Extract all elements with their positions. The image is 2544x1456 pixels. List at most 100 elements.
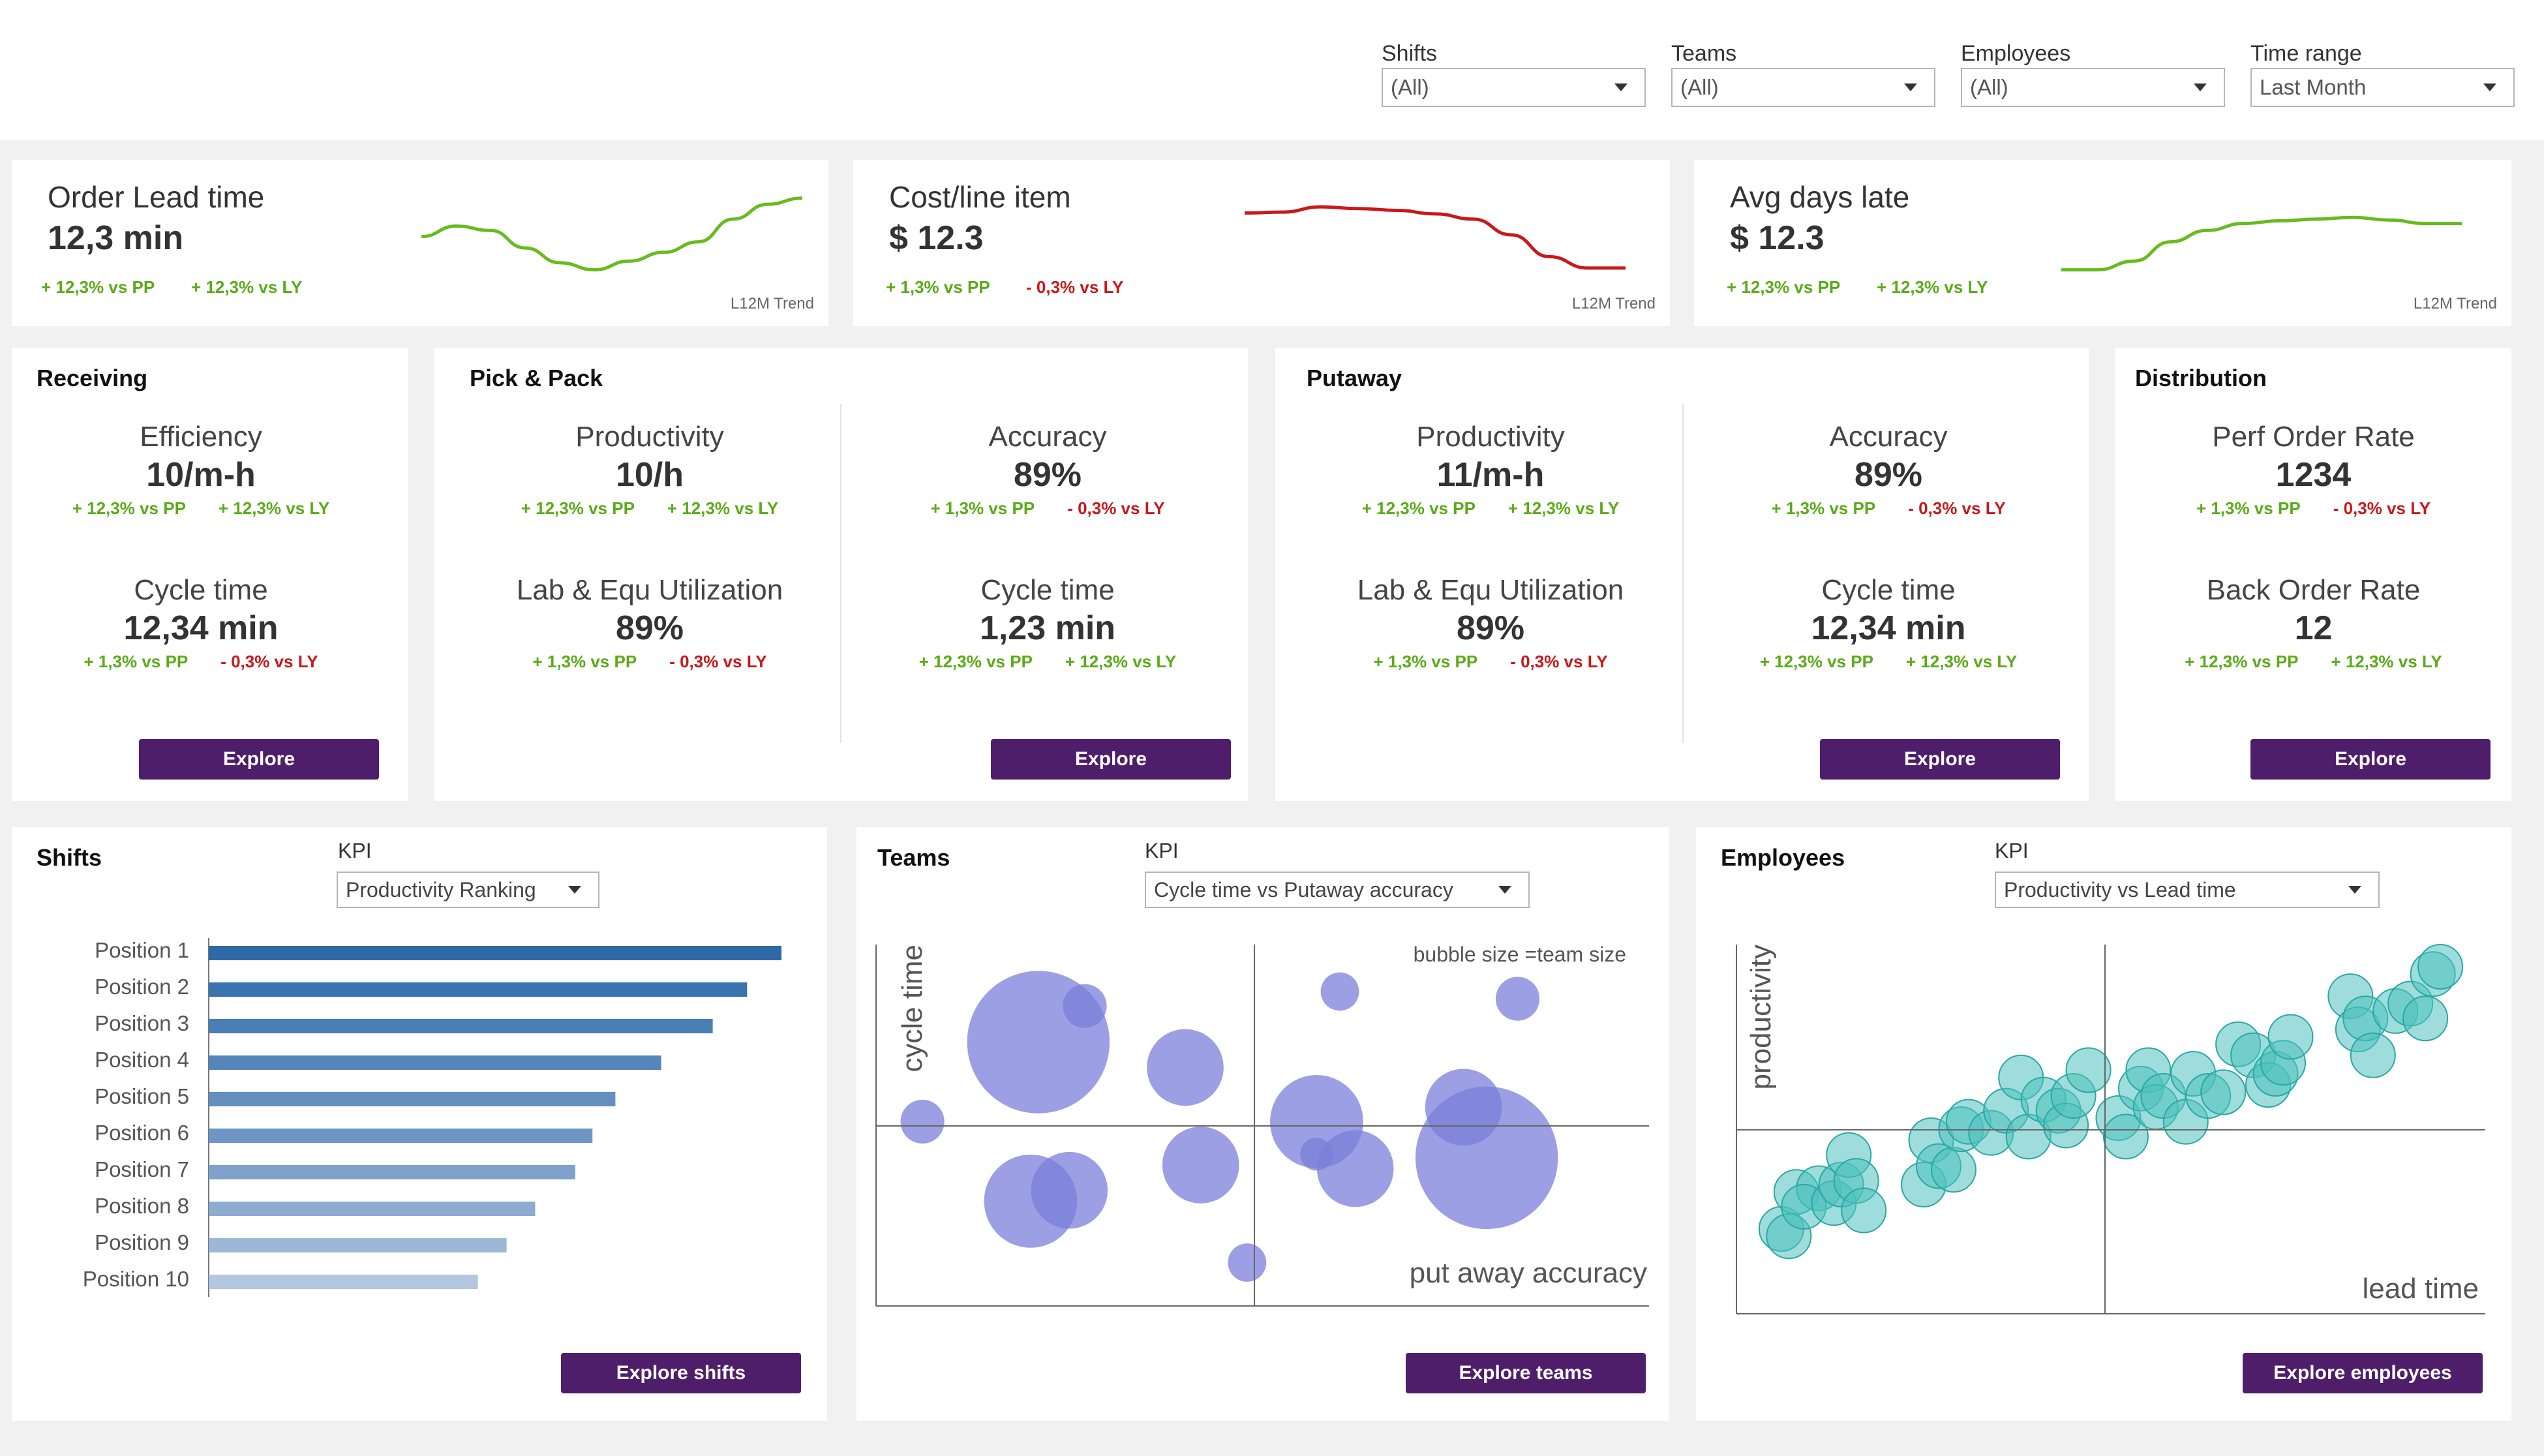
select-value: (All) [1970,75,2008,99]
select-value: Productivity Ranking [346,878,536,902]
trend-sparkline [421,196,803,272]
y-axis-label: cycle time [896,945,928,1072]
delta-pp: + 12,3% vs PP [72,498,186,518]
kpi-value: $ 12.3 [1730,219,1825,257]
time-range-select[interactable]: Last Month [2250,68,2515,107]
chevron-down-icon [2348,886,2361,894]
bar-label: Position 7 [95,1157,189,1181]
shifts-select[interactable]: (All) [1382,68,1646,107]
metric-perf-order-rate: Perf Order Rate 1234 + 1,3% vs PP - 0,3% … [2128,419,2498,521]
section-title: Receiving [37,365,148,391]
data-point [900,1099,945,1144]
metric-label: Cycle time [1821,574,1956,606]
kpi-delta-pp: + 12,3% vs PP [41,277,155,297]
kpi-title: Avg days late [1730,180,1910,214]
bar-label: Position 3 [95,1011,189,1035]
metric-label: Back Order Rate [2206,574,2421,606]
employees-kpi-select[interactable]: Productivity vs Lead time [1995,872,2380,908]
filter-shifts: Shifts (All) [1382,39,1646,107]
kpi-card-avg-days-late: Avg days late $ 12.3 + 12,3% vs PP + 12,… [1694,160,2511,326]
metric-lab-equ-utilization: Lab & Equ Utilization 89% + 1,3% vs PP - … [467,573,832,675]
explore-distribution-button[interactable]: Explore [2250,739,2491,780]
data-point [1162,1127,1239,1204]
metric-value: 10/m-h [146,456,256,494]
explore-pick-pack-button[interactable]: Explore [991,739,1231,780]
explore-teams-button[interactable]: Explore teams [1406,1353,1646,1393]
select-value: (All) [1391,75,1429,99]
data-point [2350,1032,2396,1078]
metric-cycle-time: Cycle time 1,23 min + 12,3% vs PP + 12,3%… [865,573,1230,675]
metric-productivity: Productivity 11/m-h + 12,3% vs PP + 12,3%… [1308,419,1673,521]
data-point [1320,972,1359,1011]
bar [209,1092,616,1106]
bar-label: Position 1 [95,938,189,962]
chevron-down-icon [1904,83,1917,91]
chevron-down-icon [2483,83,2496,91]
metric-value: 10/h [615,456,684,494]
bar-label: Position 6 [95,1121,189,1145]
kpi-delta-ly: + 12,3% vs LY [1877,277,1988,297]
metric-label: Productivity [575,421,724,453]
select-value: (All) [1680,75,1719,99]
explore-shifts-button[interactable]: Explore shifts [561,1353,801,1393]
metric-label: Accuracy [988,421,1107,453]
trend-label: L12M Trend [730,295,814,312]
section-distribution: Distribution Perf Order Rate 1234 + 1,3%… [2115,348,2511,801]
metric-cycle-time: Cycle time 12,34 min + 1,3% vs PP - 0,3% … [25,573,377,675]
shifts-bar-chart: Position 1 Position 2 Position 3 Position 4… [83,938,781,1297]
kpi-label: KPI [338,839,372,862]
metric-efficiency: Efficiency 10/m-h + 12,3% vs PP + 12,3% v… [25,419,377,521]
filter-time-range: Time range Last Month [2250,39,2515,107]
explore-receiving-button[interactable]: Explore [139,739,379,780]
bar [209,1019,713,1033]
metric-value: 89% [1456,609,1525,647]
delta-ly: - 0,3% vs LY [1067,498,1165,518]
bar-label: Position 8 [95,1194,189,1218]
x-axis-label: put away accuracy [1410,1257,1647,1289]
bar [209,982,748,997]
teams-kpi-select[interactable]: Cycle time vs Putaway accuracy [1145,872,1530,908]
data-point [1147,1029,1224,1106]
teams-select[interactable]: (All) [1671,68,1935,107]
data-point [2417,943,2464,990]
kpi-delta-pp: + 12,3% vs PP [1727,277,1841,297]
delta-pp: + 12,3% vs PP [1361,498,1476,518]
delta-ly: - 0,3% vs LY [2333,498,2431,518]
divider [840,404,841,743]
explore-employees-button[interactable]: Explore employees [2243,1353,2483,1393]
metric-value: 1234 [2275,456,2352,494]
delta-pp: + 1,3% vs PP [532,652,637,671]
delta-ly: + 12,3% vs LY [1507,498,1620,518]
divider [1682,404,1684,743]
filter-label: Employees [1961,41,2071,66]
data-point [2200,1069,2247,1115]
select-value: Productivity vs Lead time [2004,878,2236,902]
metric-productivity: Productivity 10/h + 12,3% vs PP + 12,3% v… [467,419,832,521]
delta-ly: - 0,3% vs LY [1908,498,2006,518]
section-title: Employees [1721,844,1845,871]
bubble-size-note: bubble size =team size [1414,943,1626,966]
data-point [2102,1114,2149,1160]
delta-pp: + 1,3% vs PP [1771,498,1876,518]
section-receiving: Receiving Efficiency 10/m-h + 12,3% vs P… [12,348,408,801]
shifts-kpi-select[interactable]: Productivity Ranking [337,872,599,908]
metric-label: Perf Order Rate [2212,421,2415,453]
bar [209,1238,507,1252]
data-point [1415,1086,1558,1230]
delta-pp: + 1,3% vs PP [930,498,1035,518]
trend-sparkline [2061,215,2462,272]
bar [209,1129,593,1143]
filter-label: Time range [2250,41,2362,66]
filter-label: Shifts [1382,41,1438,66]
employees-select[interactable]: (All) [1961,68,2225,107]
explore-putaway-button[interactable]: Explore [1820,739,2060,780]
panel-employees: Employees KPI Productivity vs Lead time … [1696,827,2511,1421]
metric-label: Lab & Equ Utilization [516,574,783,606]
delta-ly: + 12,3% vs LY [2331,652,2442,671]
data-point [1300,1138,1333,1171]
bar [209,1055,661,1070]
metric-value: 89% [615,609,684,647]
bar [209,946,781,960]
filter-label: Teams [1671,41,1737,66]
bar [209,1275,478,1289]
